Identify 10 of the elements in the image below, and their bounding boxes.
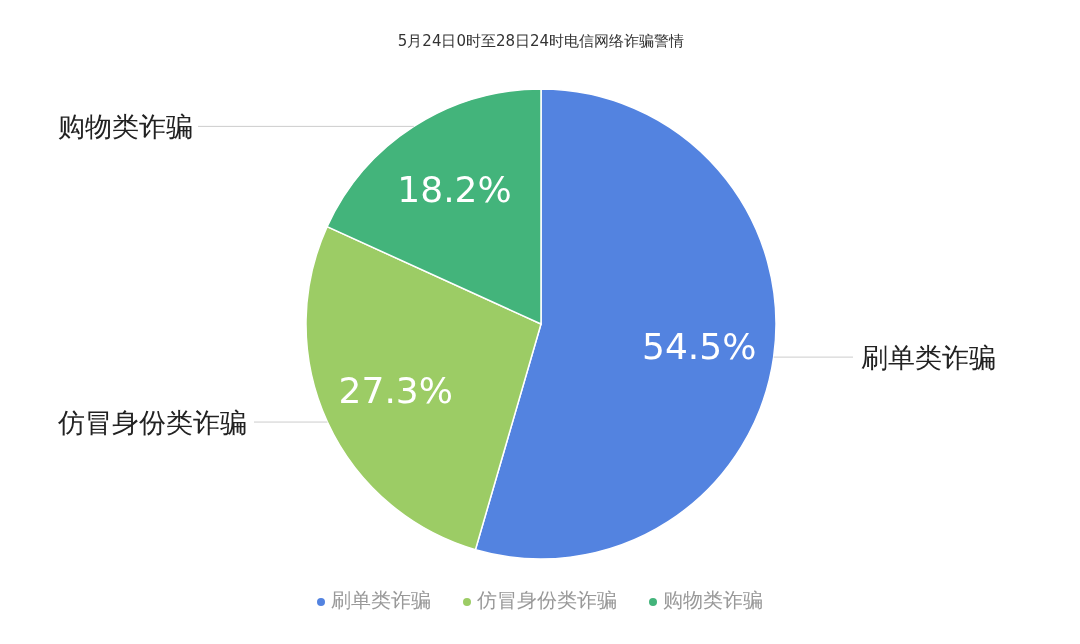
data-label: 18.2% xyxy=(397,168,512,210)
legend-label: 仿冒身份类诈骗 xyxy=(476,588,617,612)
data-label: 27.3% xyxy=(338,369,453,411)
slice-label: 仿冒身份类诈骗 xyxy=(57,407,247,439)
data-label: 54.5% xyxy=(642,325,757,367)
legend-label: 刷单类诈骗 xyxy=(331,588,431,612)
slice-label: 刷单类诈骗 xyxy=(861,342,996,374)
chart-title: 5月24日0时至28日24时电信网络诈骗警情 xyxy=(397,32,685,50)
legend-label: 购物类诈骗 xyxy=(663,588,763,612)
slice-label: 购物类诈骗 xyxy=(58,111,193,143)
